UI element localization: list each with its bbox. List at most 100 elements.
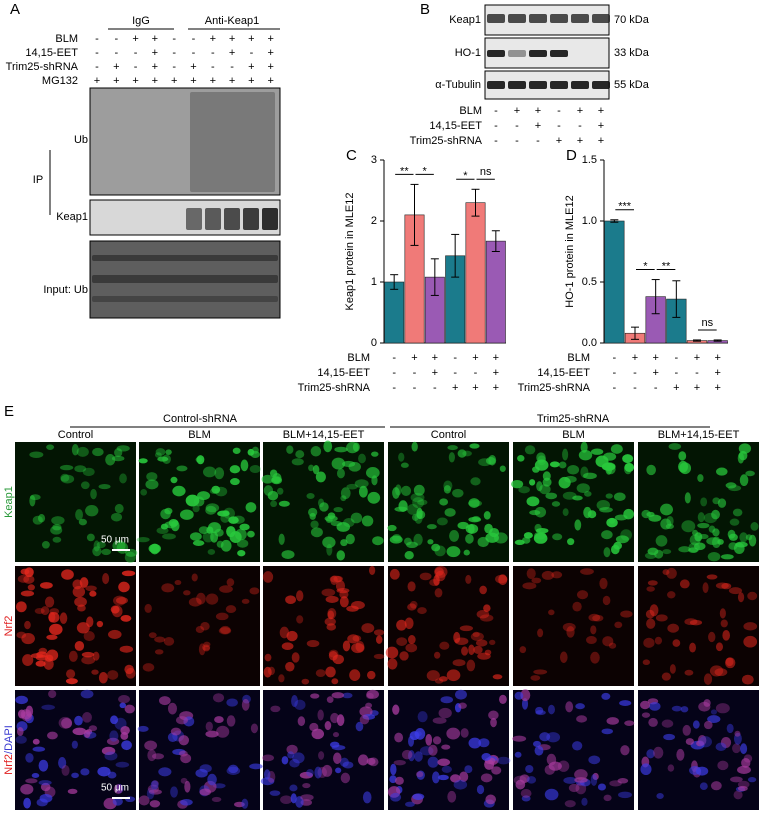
cell [285, 661, 295, 672]
cell [245, 502, 257, 513]
sign: - [578, 120, 582, 132]
cell [339, 590, 349, 599]
cell [700, 497, 708, 507]
cell [179, 509, 194, 520]
cell [120, 614, 132, 622]
cell [278, 533, 285, 545]
cell [161, 583, 175, 593]
cell [365, 702, 373, 709]
cell [207, 548, 216, 555]
cell [66, 669, 76, 679]
sign: + [714, 367, 720, 379]
cell [21, 632, 35, 645]
cell [77, 604, 86, 612]
cell [646, 618, 656, 629]
sign: - [494, 120, 498, 132]
row-label: BLM [55, 33, 78, 45]
cell [281, 642, 294, 651]
cell [310, 446, 322, 457]
cell [647, 547, 659, 556]
cell [698, 701, 711, 712]
cell [321, 588, 336, 597]
cell [286, 445, 294, 454]
sign: + [714, 352, 720, 364]
column-label: Control [58, 429, 93, 441]
cell [710, 781, 722, 791]
cell [703, 512, 718, 524]
sign: + [714, 382, 720, 394]
cell [47, 731, 58, 740]
cell [85, 585, 97, 592]
cell [121, 570, 136, 577]
cell [603, 794, 612, 802]
cell [157, 456, 169, 462]
cell [366, 757, 376, 766]
cell [137, 725, 149, 732]
cell [93, 540, 100, 552]
cell [215, 612, 229, 621]
cell [154, 649, 164, 655]
cell [25, 778, 38, 784]
cell [199, 788, 211, 796]
cell [191, 573, 198, 582]
cell [465, 523, 479, 534]
cell [291, 695, 298, 708]
sign: + [452, 382, 458, 394]
sign: - [515, 120, 519, 132]
cell [124, 704, 135, 714]
cell [365, 467, 380, 479]
cell [229, 531, 242, 543]
cell [109, 730, 119, 742]
cell [163, 636, 175, 646]
cell [551, 571, 563, 579]
cell [119, 702, 127, 709]
row-label: Trim25-shRNA [410, 135, 483, 147]
cell [324, 721, 332, 731]
cell [249, 465, 261, 474]
cell [615, 535, 629, 544]
sign: + [152, 33, 158, 45]
cell [239, 523, 250, 531]
sign: - [192, 33, 196, 45]
sign: + [598, 120, 604, 132]
sign: - [211, 47, 215, 59]
cell [349, 669, 361, 681]
cell [473, 645, 483, 654]
label: HO-1 [455, 47, 481, 59]
cell [355, 721, 364, 732]
cell [566, 626, 575, 638]
cell [332, 732, 340, 738]
cell [436, 517, 448, 526]
cell [39, 582, 53, 589]
cell [407, 581, 416, 592]
cell [361, 515, 374, 527]
cell [396, 637, 408, 646]
cell [725, 482, 737, 489]
cell [737, 785, 748, 792]
cell [649, 701, 661, 711]
cell [741, 674, 754, 685]
sign: - [250, 47, 254, 59]
cell [706, 574, 718, 580]
cell [180, 799, 193, 806]
band [205, 208, 221, 230]
cell [533, 669, 548, 675]
cell [426, 524, 437, 530]
cell [558, 476, 571, 489]
cell [601, 530, 613, 540]
cell [322, 536, 336, 549]
cell [660, 518, 672, 530]
cell [710, 709, 717, 715]
cell [649, 604, 659, 617]
cell [35, 654, 49, 661]
cell [118, 695, 130, 704]
cell [46, 634, 58, 640]
cell [641, 712, 651, 718]
cell [544, 764, 555, 775]
cell [737, 780, 750, 789]
cell [51, 516, 65, 525]
cell [76, 446, 89, 457]
cell [743, 622, 758, 631]
cell [299, 771, 314, 779]
cell [438, 676, 448, 682]
